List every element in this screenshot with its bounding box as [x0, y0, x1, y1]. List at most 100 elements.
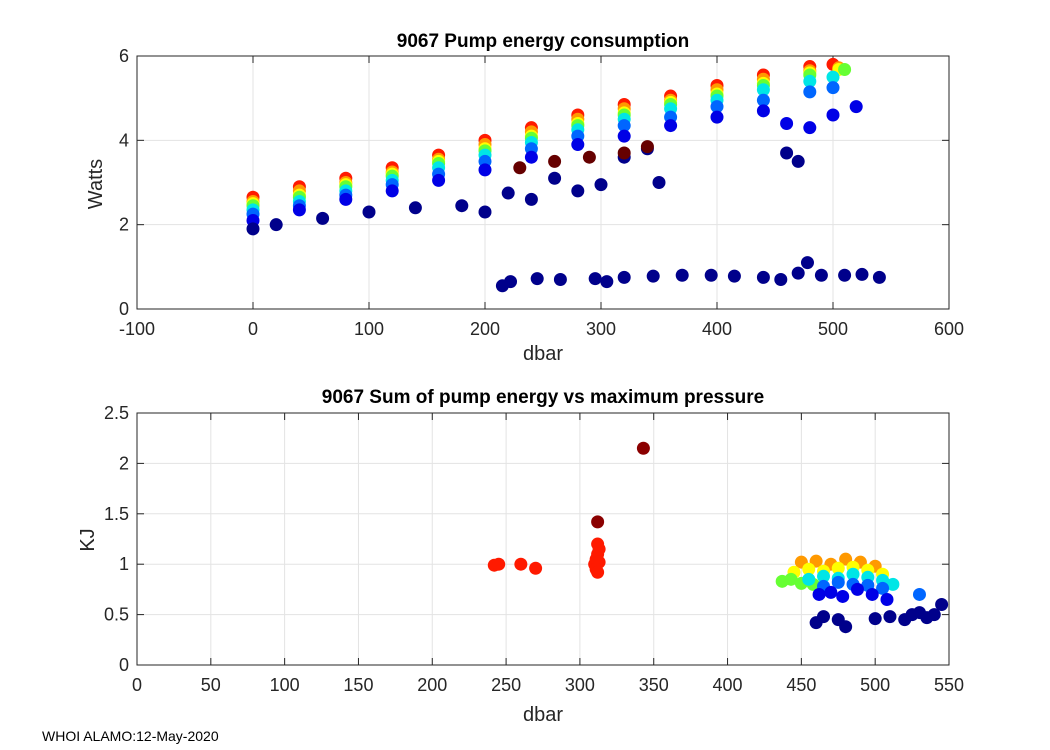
data-point: [617, 129, 631, 143]
x-tick-label: 350: [639, 675, 669, 695]
y-axis-label: Watts: [85, 159, 107, 209]
data-point: [492, 557, 506, 571]
data-point: [846, 567, 860, 581]
data-point: [803, 121, 817, 135]
data-point: [640, 140, 654, 154]
x-tick-label: 400: [702, 319, 732, 339]
data-point: [432, 173, 446, 187]
data-point: [408, 201, 422, 215]
data-point: [664, 119, 678, 133]
x-tick-label: 200: [470, 319, 500, 339]
data-point: [838, 62, 852, 76]
data-point: [831, 575, 845, 589]
data-point: [826, 108, 840, 122]
data-point: [548, 171, 562, 185]
data-point: [756, 93, 770, 107]
data-point: [727, 269, 741, 283]
y-tick-label: 1: [119, 554, 129, 574]
data-point: [592, 542, 606, 556]
data-point: [504, 275, 518, 289]
y-tick-label: 6: [119, 46, 129, 66]
x-tick-label: 300: [586, 319, 616, 339]
data-point: [883, 610, 897, 624]
x-tick-label: 400: [713, 675, 743, 695]
data-point: [791, 266, 805, 280]
pump-energy-plot: 9067 Pump energy consumption dbar Watts …: [85, 31, 964, 365]
data-point: [838, 268, 852, 282]
data-point: [455, 199, 469, 213]
data-point: [617, 119, 631, 133]
data-point: [339, 192, 353, 206]
axes-frame: [136, 55, 950, 310]
data-point: [600, 275, 614, 289]
data-point: [571, 138, 585, 152]
data-point: [530, 272, 544, 286]
data-point: [385, 184, 399, 198]
data-point: [803, 85, 817, 99]
x-tick-label: 450: [786, 675, 816, 695]
data-point: [849, 100, 863, 114]
data-point: [292, 203, 306, 217]
data-point: [872, 270, 886, 284]
y-tick-label: 2: [119, 453, 129, 473]
y-tick-label: 0: [119, 655, 129, 675]
x-tick-label: 500: [818, 319, 848, 339]
data-point: [927, 608, 941, 622]
x-tick-label: 200: [417, 675, 447, 695]
chart-title: 9067 Sum of pump energy vs maximum press…: [322, 387, 764, 408]
data-point: [824, 585, 838, 599]
data-point: [704, 268, 718, 282]
data-point: [855, 267, 869, 281]
x-axis-label: dbar: [523, 343, 563, 365]
data-point: [553, 272, 567, 286]
plot-area: [137, 56, 949, 309]
data-point: [362, 205, 376, 219]
data-point: [524, 192, 538, 206]
data-point: [710, 110, 724, 124]
data-point: [636, 441, 650, 455]
data-point: [588, 272, 602, 286]
data-point: [800, 256, 814, 270]
data-point: [812, 587, 826, 601]
data-point: [675, 268, 689, 282]
data-point: [646, 269, 660, 283]
data-point: [836, 589, 850, 603]
plot-area: [137, 413, 949, 665]
data-point: [246, 222, 260, 236]
data-point: [826, 81, 840, 95]
data-point: [617, 146, 631, 160]
data-point: [501, 186, 515, 200]
x-tick-label: 150: [343, 675, 373, 695]
x-tick-label: 0: [132, 675, 142, 695]
axes-frame: [136, 412, 950, 666]
data-point: [868, 612, 882, 626]
data-point: [756, 83, 770, 97]
data-point: [548, 154, 562, 168]
x-tick-label: 500: [860, 675, 890, 695]
data-point: [780, 116, 794, 130]
data-point: [803, 74, 817, 88]
data-point: [591, 515, 605, 529]
data-point: [478, 205, 492, 219]
data-point: [850, 582, 864, 596]
data-point: [826, 70, 840, 84]
data-point: [478, 163, 492, 177]
data-point: [817, 569, 831, 583]
data-point: [710, 100, 724, 114]
data-point: [780, 146, 794, 160]
y-tick-label: 0: [119, 299, 129, 319]
data-point: [316, 211, 330, 225]
x-tick-label: 100: [270, 675, 300, 695]
data-point: [774, 272, 788, 286]
footer-label: WHOI ALAMO:12-May-2020: [42, 728, 219, 744]
data-point: [513, 161, 527, 175]
data-point: [817, 610, 831, 624]
data-point: [269, 218, 283, 232]
x-tick-label: 100: [354, 319, 384, 339]
y-tick-label: 0.5: [104, 605, 129, 625]
energy-sum-plot: 9067 Sum of pump energy vs maximum press…: [77, 387, 964, 726]
data-point: [756, 270, 770, 284]
x-tick-label: 300: [565, 675, 595, 695]
data-point: [839, 620, 853, 634]
